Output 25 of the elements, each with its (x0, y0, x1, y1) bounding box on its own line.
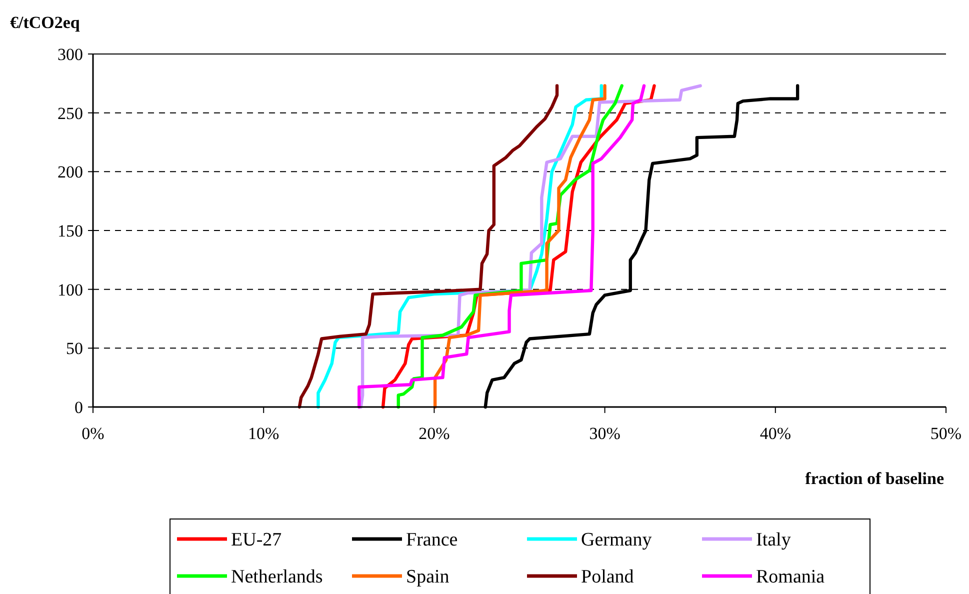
y-tick-label: 0 (74, 398, 83, 417)
line-series (298, 84, 559, 409)
legend-label: Spain (406, 566, 450, 588)
y-tick-label: 100 (58, 280, 83, 300)
legend-label: Poland (581, 566, 634, 588)
legend-label: Romania (756, 566, 826, 588)
y-tick-label: 250 (58, 104, 83, 123)
y-tick-label: 200 (58, 162, 83, 182)
legend-label: EU-27 (231, 530, 282, 551)
x-tick-label: 10% (248, 424, 280, 443)
x-tick-label: 50% (930, 424, 962, 443)
x-tick-label: 0% (82, 424, 104, 443)
x-tick-label: 30% (589, 424, 620, 443)
legend-label: Italy (756, 530, 792, 551)
x-tick-label: 20% (418, 424, 450, 443)
legend-label: France (406, 530, 458, 551)
x-axis-title: fraction of baseline (805, 469, 944, 488)
y-tick-label: 150 (58, 221, 83, 240)
x-tick-label: 40% (760, 424, 791, 443)
legend-label: Netherlands (231, 566, 323, 588)
legend-label: Germany (581, 530, 652, 551)
y-tick-label: 50 (66, 339, 83, 358)
y-tick-label: 300 (58, 44, 83, 64)
line-series (433, 84, 606, 409)
y-axis-title: €/tCO2eq (10, 13, 80, 32)
